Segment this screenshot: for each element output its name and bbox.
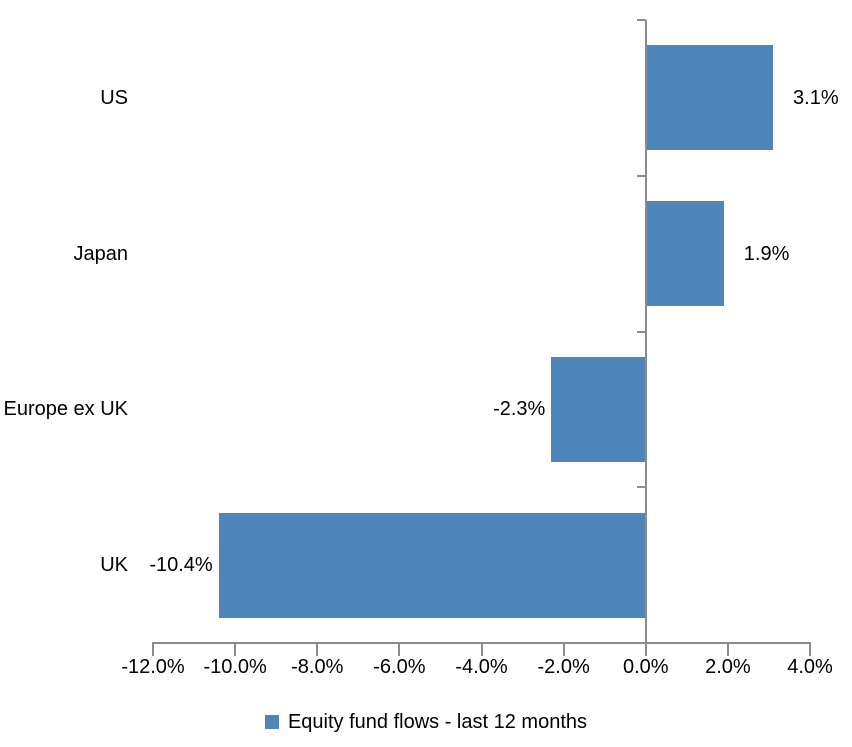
- x-axis-tick-label: 2.0%: [705, 656, 751, 678]
- category-axis-tick: [636, 642, 646, 644]
- category-axis-tick: [636, 486, 646, 489]
- value-label: -2.3%: [493, 398, 546, 421]
- bar-uk: [218, 512, 646, 618]
- legend-label: Equity fund flows - last 12 months: [287, 711, 588, 733]
- chart-legend: Equity fund flows - last 12 months: [0, 710, 852, 734]
- value-label: 3.1%: [793, 86, 839, 109]
- zero-axis-line: [644, 20, 647, 656]
- category-label: US: [100, 86, 128, 109]
- x-axis-tick-label: -6.0%: [373, 656, 426, 678]
- x-axis-tick-label: -10.0%: [203, 656, 267, 678]
- bar-japan: [645, 201, 724, 307]
- category-label: Japan: [73, 242, 129, 265]
- x-axis-tick: [152, 643, 154, 656]
- x-axis-tick-label: -12.0%: [121, 656, 185, 678]
- value-label: 1.9%: [743, 242, 790, 265]
- legend-marker-icon: [264, 715, 279, 729]
- x-axis-tick-label: -8.0%: [291, 656, 344, 678]
- value-label: -10.4%: [149, 554, 213, 577]
- category-label: Europe ex UK: [3, 398, 128, 421]
- bar-us: [645, 45, 774, 151]
- x-axis-tick: [809, 643, 811, 656]
- category-axis-tick: [636, 174, 646, 177]
- x-axis-tick-label: 0.0%: [622, 656, 669, 678]
- x-axis-tick: [644, 643, 647, 656]
- x-axis-tick-label: -2.0%: [537, 656, 590, 678]
- category-axis-tick: [636, 330, 646, 333]
- x-axis-tick: [480, 643, 483, 656]
- category-axis-tick: [636, 19, 646, 21]
- x-axis-tick: [234, 643, 237, 656]
- x-axis-tick-label: 4.0%: [787, 656, 833, 678]
- x-axis-tick: [562, 643, 565, 656]
- x-axis-tick: [398, 643, 401, 656]
- category-label: UK: [100, 554, 128, 577]
- bar-europe-ex-uk: [551, 356, 646, 462]
- x-axis-tick-label: -4.0%: [455, 656, 508, 678]
- x-axis-tick: [316, 643, 319, 656]
- x-axis-tick: [726, 643, 729, 656]
